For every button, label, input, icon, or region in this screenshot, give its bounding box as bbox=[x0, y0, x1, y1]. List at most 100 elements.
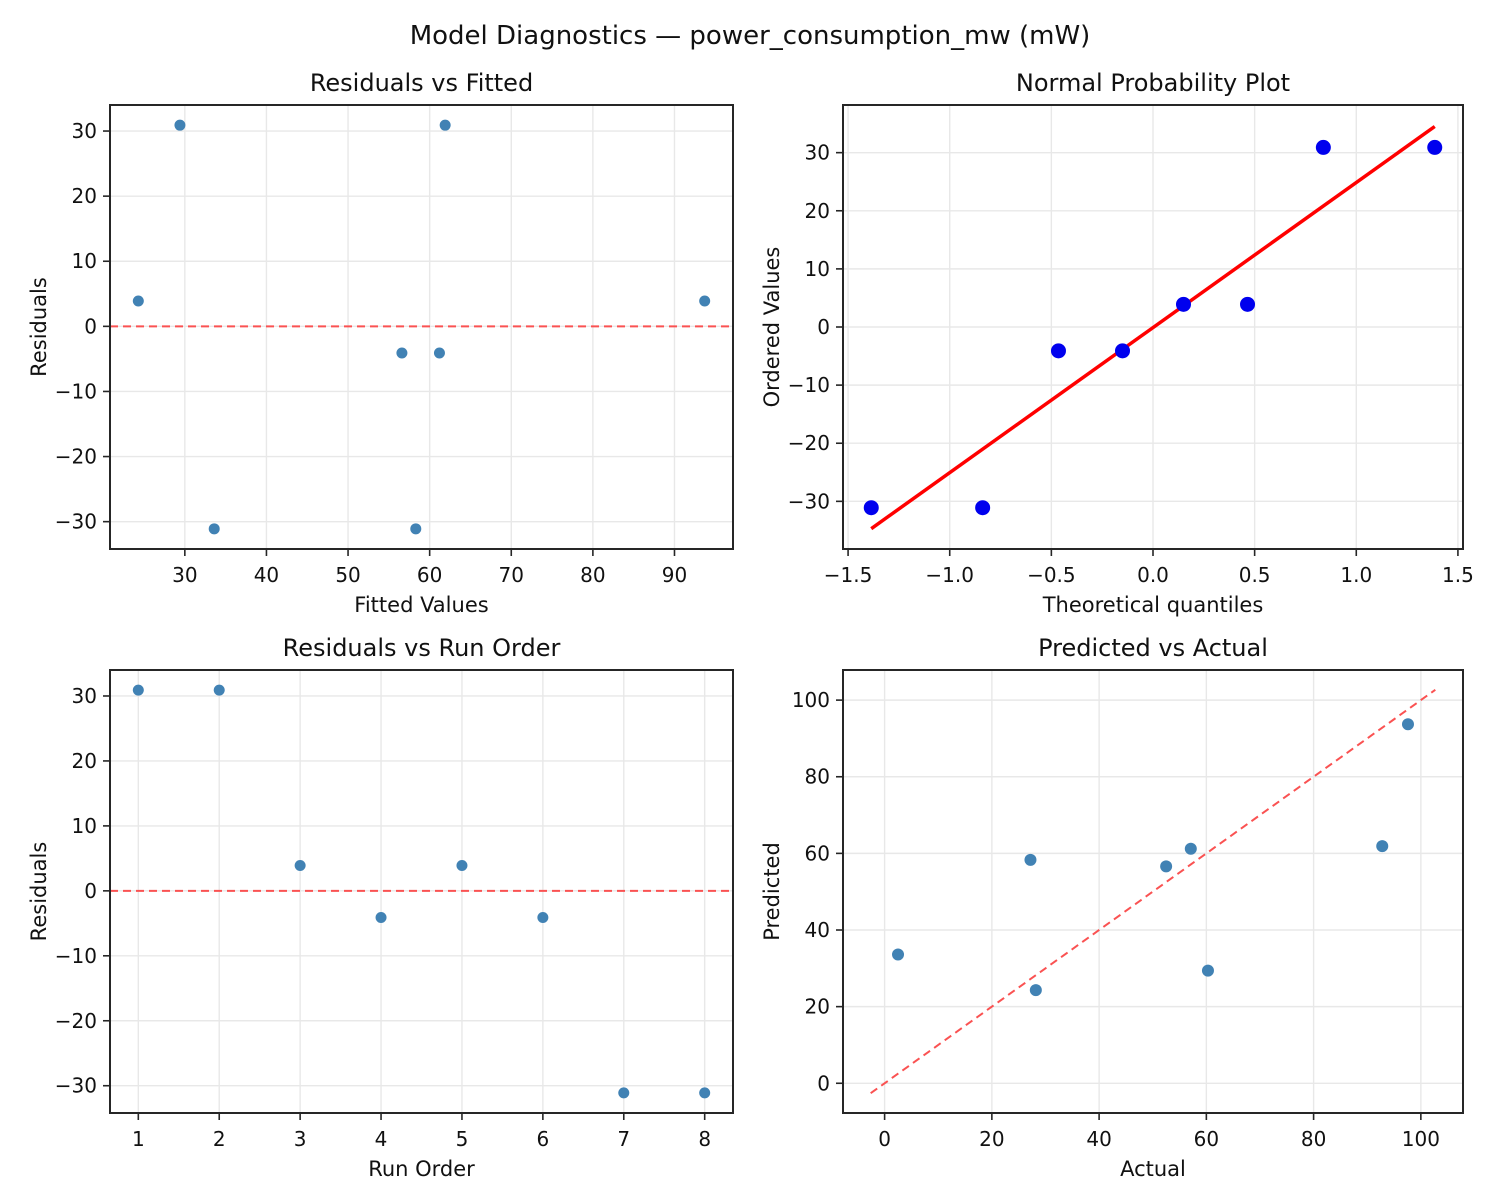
svg-text:20: 20 bbox=[805, 199, 830, 223]
svg-text:80: 80 bbox=[1301, 1127, 1326, 1151]
svg-text:7: 7 bbox=[617, 1127, 630, 1151]
data-point bbox=[208, 523, 220, 535]
data-point bbox=[618, 1087, 630, 1099]
svg-text:Residuals vs Run Order: Residuals vs Run Order bbox=[283, 634, 561, 662]
svg-text:2: 2 bbox=[213, 1127, 226, 1151]
data-point bbox=[1024, 853, 1037, 866]
svg-text:0: 0 bbox=[817, 315, 830, 339]
svg-text:20: 20 bbox=[72, 749, 97, 773]
svg-text:90: 90 bbox=[662, 563, 687, 587]
data-point bbox=[396, 347, 408, 359]
svg-text:−20: −20 bbox=[55, 445, 97, 469]
svg-text:0: 0 bbox=[817, 1071, 830, 1095]
data-point bbox=[1184, 842, 1197, 855]
svg-text:Ordered Values: Ordered Values bbox=[760, 247, 784, 408]
svg-text:100: 100 bbox=[1402, 1127, 1440, 1151]
data-point bbox=[1175, 296, 1191, 312]
svg-text:100: 100 bbox=[792, 688, 830, 712]
svg-text:1: 1 bbox=[132, 1127, 145, 1151]
svg-text:Residuals vs Fitted: Residuals vs Fitted bbox=[310, 69, 533, 97]
svg-text:−30: −30 bbox=[55, 1074, 97, 1098]
svg-text:50: 50 bbox=[335, 563, 360, 587]
svg-text:Fitted Values: Fitted Values bbox=[354, 593, 488, 617]
data-point bbox=[1115, 343, 1131, 359]
svg-text:−0.5: −0.5 bbox=[1027, 563, 1076, 587]
svg-text:10: 10 bbox=[805, 257, 830, 281]
svg-text:30: 30 bbox=[172, 563, 197, 587]
svg-text:Theoretical quantiles: Theoretical quantiles bbox=[1042, 593, 1264, 617]
data-point bbox=[294, 860, 306, 872]
chart-residuals-vs-run-order: 1 2 3 4 5 6 7 8 −30 −20 −10 0 10 20 30 Run Order Residua… bbox=[27, 634, 734, 1181]
svg-text:40: 40 bbox=[254, 563, 279, 587]
data-point bbox=[132, 295, 144, 307]
svg-text:−10: −10 bbox=[55, 379, 97, 403]
svg-text:Run Order: Run Order bbox=[368, 1157, 475, 1181]
data-point bbox=[433, 347, 445, 359]
data-point bbox=[1240, 296, 1256, 312]
svg-text:−30: −30 bbox=[788, 489, 830, 513]
data-point bbox=[1029, 984, 1042, 997]
svg-text:−10: −10 bbox=[788, 373, 830, 397]
svg-text:70: 70 bbox=[499, 563, 524, 587]
svg-text:6: 6 bbox=[536, 1127, 549, 1151]
data-point bbox=[1201, 964, 1214, 977]
svg-text:Normal Probability Plot: Normal Probability Plot bbox=[1016, 69, 1290, 97]
chart-predicted-vs-actual: 0 20 40 60 80 100 0 20 40 60 80 100 Actual Predicted P… bbox=[760, 634, 1464, 1181]
data-point bbox=[699, 295, 711, 307]
data-point bbox=[1315, 139, 1331, 155]
data-point bbox=[1376, 840, 1389, 853]
data-point bbox=[975, 500, 991, 516]
svg-text:0: 0 bbox=[878, 1127, 891, 1151]
data-point bbox=[132, 684, 144, 696]
svg-text:1.0: 1.0 bbox=[1340, 563, 1372, 587]
chart-residuals-vs-fitted: 30 40 50 60 70 80 90 −30 −20 −10 0 10 20 30 Fitted Val… bbox=[27, 69, 734, 617]
svg-text:0: 0 bbox=[84, 879, 97, 903]
svg-text:0: 0 bbox=[84, 314, 97, 338]
data-point bbox=[410, 523, 422, 535]
data-point bbox=[439, 119, 451, 131]
svg-text:30: 30 bbox=[805, 141, 830, 165]
svg-text:3: 3 bbox=[294, 1127, 307, 1151]
svg-text:30: 30 bbox=[72, 119, 97, 143]
svg-text:20: 20 bbox=[979, 1127, 1004, 1151]
svg-text:20: 20 bbox=[72, 184, 97, 208]
data-point bbox=[456, 860, 468, 872]
data-point bbox=[1427, 139, 1443, 155]
data-point bbox=[537, 911, 549, 923]
chart-normal-probability-plot: −1.5 −1.0 −0.5 0.0 0.5 1.0 1.5 −30 −20 −10 0 10 20 30… bbox=[760, 69, 1474, 617]
data-point bbox=[892, 948, 905, 961]
svg-text:Predicted vs Actual: Predicted vs Actual bbox=[1038, 634, 1268, 662]
svg-text:Actual: Actual bbox=[1120, 1157, 1186, 1181]
svg-text:60: 60 bbox=[417, 563, 442, 587]
svg-text:0.5: 0.5 bbox=[1239, 563, 1271, 587]
svg-text:20: 20 bbox=[805, 995, 830, 1019]
svg-text:−1.5: −1.5 bbox=[824, 563, 873, 587]
svg-text:10: 10 bbox=[72, 249, 97, 273]
svg-text:Predicted: Predicted bbox=[760, 842, 784, 941]
figure-suptitle: Model Diagnostics — power_consumption_mw… bbox=[409, 21, 1091, 51]
svg-text:60: 60 bbox=[1194, 1127, 1219, 1151]
data-point bbox=[1050, 343, 1066, 359]
data-point bbox=[1401, 718, 1414, 731]
svg-text:8: 8 bbox=[698, 1127, 711, 1151]
svg-text:−20: −20 bbox=[788, 431, 830, 455]
svg-text:−30: −30 bbox=[55, 510, 97, 534]
svg-text:−20: −20 bbox=[55, 1009, 97, 1033]
svg-text:10: 10 bbox=[72, 814, 97, 838]
svg-text:4: 4 bbox=[375, 1127, 388, 1151]
svg-text:80: 80 bbox=[805, 765, 830, 789]
svg-text:0.0: 0.0 bbox=[1137, 563, 1169, 587]
svg-text:Residuals: Residuals bbox=[27, 277, 51, 377]
svg-text:−1.0: −1.0 bbox=[925, 563, 974, 587]
svg-text:5: 5 bbox=[456, 1127, 469, 1151]
data-point bbox=[174, 119, 186, 131]
svg-text:30: 30 bbox=[72, 684, 97, 708]
svg-text:80: 80 bbox=[580, 563, 605, 587]
svg-text:40: 40 bbox=[805, 918, 830, 942]
svg-text:60: 60 bbox=[805, 841, 830, 865]
svg-text:1.5: 1.5 bbox=[1442, 563, 1474, 587]
data-point bbox=[213, 684, 225, 696]
svg-text:Residuals: Residuals bbox=[27, 842, 51, 942]
